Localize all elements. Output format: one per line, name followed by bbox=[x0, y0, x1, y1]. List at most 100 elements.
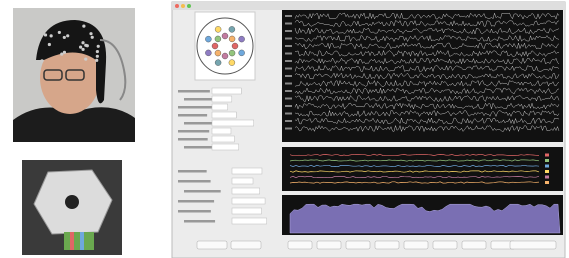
sensor bbox=[229, 60, 235, 66]
electrode bbox=[95, 59, 98, 62]
nav-button[interactable] bbox=[346, 241, 370, 249]
setting-control[interactable] bbox=[212, 96, 232, 102]
electrode bbox=[63, 36, 66, 39]
setting-label bbox=[178, 130, 209, 133]
setting-control[interactable] bbox=[212, 120, 254, 126]
electrode bbox=[96, 50, 99, 53]
electrode bbox=[50, 34, 53, 37]
electrode bbox=[97, 45, 100, 48]
legend-swatch bbox=[545, 176, 549, 179]
setting-control[interactable] bbox=[232, 218, 267, 224]
sensor bbox=[215, 36, 221, 42]
eeg-plot bbox=[282, 10, 563, 142]
title-bar bbox=[172, 2, 565, 10]
sensor bbox=[239, 50, 245, 56]
nav-button[interactable] bbox=[317, 241, 341, 249]
setting-label bbox=[178, 90, 210, 93]
electrode bbox=[63, 51, 66, 54]
legend-swatch bbox=[545, 159, 549, 162]
setting-label bbox=[178, 114, 207, 117]
sensor bbox=[205, 50, 211, 56]
setting-control[interactable] bbox=[212, 144, 239, 150]
setting-label bbox=[184, 220, 215, 223]
channel-label bbox=[285, 15, 292, 17]
channel-label bbox=[285, 83, 292, 85]
electrode bbox=[48, 43, 51, 46]
setting-label bbox=[184, 190, 221, 193]
electrode bbox=[89, 32, 92, 35]
channel-label bbox=[285, 45, 292, 47]
electrode bbox=[86, 44, 89, 47]
channel-label bbox=[285, 60, 292, 62]
sensor bbox=[229, 26, 235, 32]
electrode bbox=[40, 59, 43, 62]
legend-swatch bbox=[545, 181, 549, 184]
ribbon-cable bbox=[64, 232, 94, 250]
setting-label bbox=[178, 106, 215, 109]
setting-control[interactable] bbox=[212, 88, 241, 94]
channel-label bbox=[285, 120, 292, 122]
legend-swatch bbox=[545, 170, 549, 173]
electrode bbox=[81, 41, 84, 44]
electrode bbox=[79, 45, 82, 48]
electrode bbox=[60, 52, 63, 55]
setting-label bbox=[178, 138, 208, 141]
electrode bbox=[58, 31, 61, 34]
sensor bbox=[229, 36, 235, 42]
sensor bbox=[222, 53, 228, 59]
channel-label bbox=[285, 113, 292, 115]
setting-control[interactable] bbox=[232, 208, 261, 214]
channel-label bbox=[285, 38, 292, 40]
channel-label bbox=[285, 128, 292, 130]
photo-device bbox=[22, 160, 122, 255]
channel-label bbox=[285, 68, 292, 70]
photo-eeg-cap bbox=[13, 8, 135, 142]
nav-button[interactable] bbox=[462, 241, 486, 249]
electrode bbox=[81, 48, 84, 51]
close-button[interactable] bbox=[175, 4, 179, 8]
ribbon-cable bbox=[70, 232, 74, 250]
nav-button[interactable] bbox=[288, 241, 312, 249]
legend-swatch bbox=[545, 165, 549, 168]
sensor bbox=[215, 50, 221, 56]
page: (() => { const svg = document.getElement… bbox=[0, 0, 569, 258]
sensor bbox=[229, 50, 235, 56]
setting-control[interactable] bbox=[232, 188, 260, 194]
sensor bbox=[239, 36, 245, 42]
minimize-button[interactable] bbox=[181, 4, 185, 8]
action-button[interactable] bbox=[231, 241, 261, 249]
setting-control[interactable] bbox=[212, 128, 231, 134]
setting-control[interactable] bbox=[212, 112, 236, 118]
electrode bbox=[44, 33, 47, 36]
signal-quality-plot bbox=[282, 147, 563, 191]
sensor bbox=[222, 33, 228, 39]
setting-control[interactable] bbox=[232, 178, 253, 184]
nav-button[interactable] bbox=[375, 241, 399, 249]
channel-label bbox=[285, 30, 292, 32]
sensor bbox=[205, 36, 211, 42]
device-chip bbox=[65, 195, 79, 209]
setting-control[interactable] bbox=[212, 104, 228, 110]
channel-label bbox=[285, 98, 292, 100]
sensor bbox=[215, 60, 221, 66]
channel-label bbox=[285, 105, 292, 107]
action-button[interactable] bbox=[510, 241, 556, 249]
setting-control[interactable] bbox=[232, 168, 262, 174]
channel-label bbox=[285, 75, 292, 77]
setting-control[interactable] bbox=[212, 136, 235, 142]
head-outline bbox=[197, 18, 253, 74]
setting-label bbox=[184, 146, 213, 149]
electrode bbox=[82, 25, 85, 28]
zoom-button[interactable] bbox=[187, 4, 191, 8]
channel-label bbox=[285, 90, 292, 92]
nav-button[interactable] bbox=[404, 241, 428, 249]
setting-label bbox=[178, 210, 211, 213]
action-button[interactable] bbox=[197, 241, 227, 249]
nav-button[interactable] bbox=[433, 241, 457, 249]
setting-control[interactable] bbox=[232, 198, 265, 204]
sensor bbox=[232, 43, 238, 49]
setting-label bbox=[178, 200, 214, 203]
legend-swatch bbox=[545, 154, 549, 157]
setting-label bbox=[178, 170, 207, 173]
sensor bbox=[212, 43, 218, 49]
